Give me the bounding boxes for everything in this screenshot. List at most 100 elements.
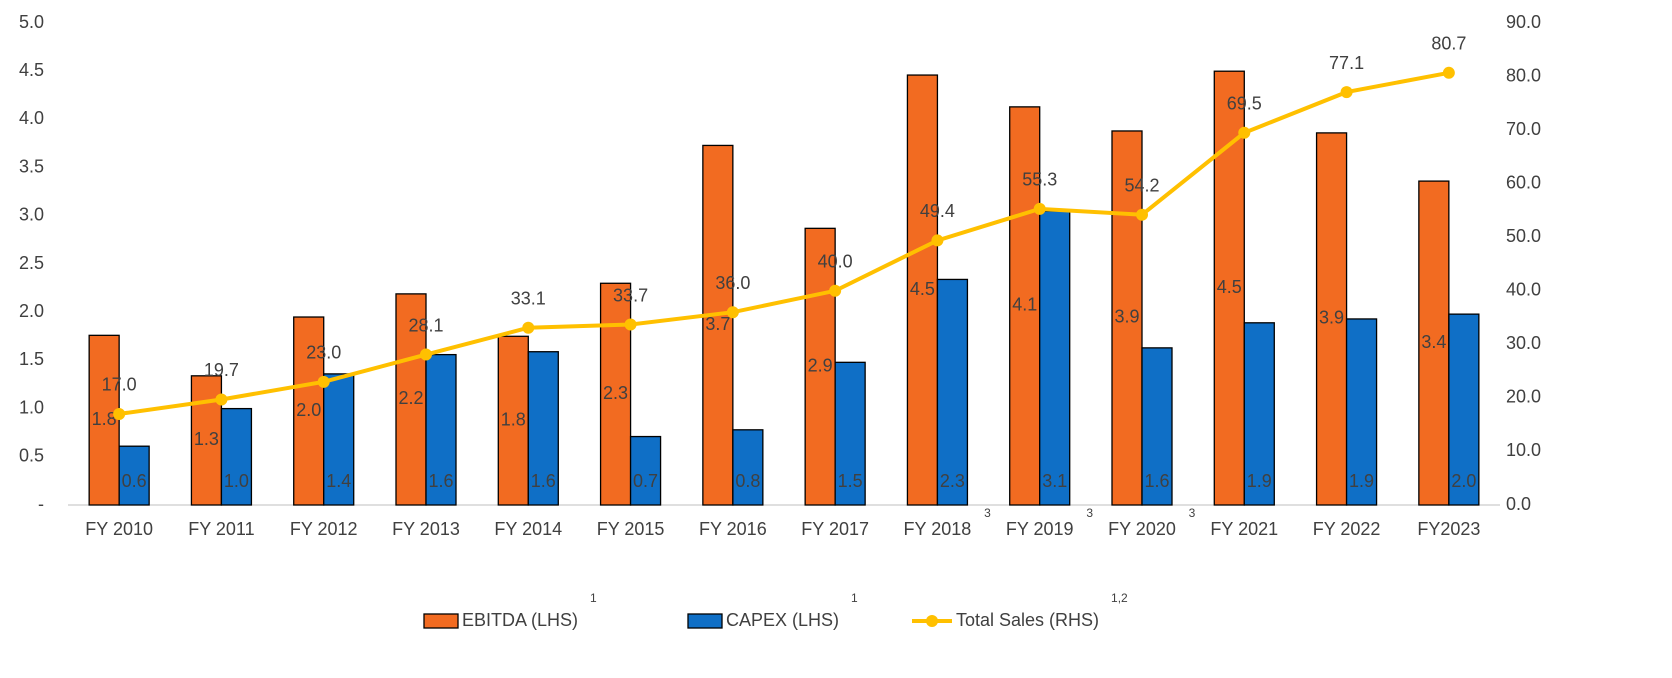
data-label: 0.8 xyxy=(735,471,760,491)
y-tick-label: 0.5 xyxy=(19,446,44,466)
data-label: 17.0 xyxy=(102,375,137,395)
x-tick-label: FY2023 xyxy=(1417,519,1480,539)
data-label: 33.1 xyxy=(511,288,546,308)
data-label: 1.9 xyxy=(1349,471,1374,491)
line-marker xyxy=(522,322,534,334)
data-label: 2.0 xyxy=(1451,471,1476,491)
bar xyxy=(733,430,763,505)
line-marker xyxy=(1238,127,1250,139)
data-label: 40.0 xyxy=(818,252,853,272)
line-marker xyxy=(318,376,330,388)
data-label: 1.8 xyxy=(501,409,526,429)
data-label: 1.6 xyxy=(428,471,453,491)
data-label: 1.3 xyxy=(194,429,219,449)
x-tick-label: FY 2017 xyxy=(801,519,869,539)
y2-tick-label: 60.0 xyxy=(1506,172,1541,192)
y2-tick-label: 40.0 xyxy=(1506,280,1541,300)
data-label: 4.1 xyxy=(1012,295,1037,315)
data-label: 1.0 xyxy=(224,471,249,491)
data-label: 3.4 xyxy=(1421,332,1446,352)
line-marker xyxy=(1034,203,1046,215)
category-note: 3 xyxy=(1189,506,1196,520)
legend-swatch xyxy=(424,614,458,628)
legend-label: Total Sales (RHS) xyxy=(956,610,1099,630)
x-tick-label: FY 2012 xyxy=(290,519,358,539)
line-marker xyxy=(1341,86,1353,98)
data-label: 36.0 xyxy=(715,273,750,293)
data-label: 2.3 xyxy=(940,471,965,491)
y2-tick-label: 0.0 xyxy=(1506,494,1531,514)
line-marker xyxy=(727,306,739,318)
data-label: 1.6 xyxy=(1144,471,1169,491)
data-label: 0.6 xyxy=(122,471,147,491)
y-tick-label: 1.0 xyxy=(19,397,44,417)
category-note: 3 xyxy=(1086,506,1093,520)
y-tick-label: 1.5 xyxy=(19,349,44,369)
legend-note: 1,2 xyxy=(1111,591,1128,605)
data-label: 3.1 xyxy=(1042,471,1067,491)
data-label: 2.0 xyxy=(296,400,321,420)
data-label: 54.2 xyxy=(1124,175,1159,195)
data-label: 80.7 xyxy=(1431,34,1466,54)
data-label: 23.0 xyxy=(306,343,341,363)
data-label: 77.1 xyxy=(1329,53,1364,73)
x-tick-label: FY 2014 xyxy=(494,519,562,539)
data-label: 19.7 xyxy=(204,360,239,380)
line-marker xyxy=(215,393,227,405)
data-label: 2.3 xyxy=(603,383,628,403)
y2-tick-label: 10.0 xyxy=(1506,440,1541,460)
data-label: 4.5 xyxy=(910,279,935,299)
line-marker xyxy=(931,234,943,246)
data-label: 3.9 xyxy=(1114,307,1139,327)
legend-label: CAPEX (LHS) xyxy=(726,610,839,630)
y2-tick-label: 70.0 xyxy=(1506,119,1541,139)
chart: - 0.5 1.0 1.5 2.0 2.5 3.0 3.5 4.0 4.5 5.0 0.0 10.0 20… xyxy=(0,0,1672,673)
data-label: 1.8 xyxy=(92,409,117,429)
data-label: 3.9 xyxy=(1319,308,1344,328)
x-tick-label: FY 2021 xyxy=(1210,519,1278,539)
data-label: 33.7 xyxy=(613,285,648,305)
legend-note: 1 xyxy=(590,591,597,605)
x-tick-label: FY 2016 xyxy=(699,519,767,539)
data-label: 2.9 xyxy=(808,355,833,375)
legend-label: EBITDA (LHS) xyxy=(462,610,578,630)
category-note: 3 xyxy=(984,506,991,520)
x-tick-label: FY 2019 xyxy=(1006,519,1074,539)
line-marker xyxy=(625,319,637,331)
y-tick-label: - xyxy=(38,494,44,514)
y-tick-label: 2.5 xyxy=(19,253,44,273)
y2-tick-label: 50.0 xyxy=(1506,226,1541,246)
x-tick-label: FY 2015 xyxy=(597,519,665,539)
data-label: 49.4 xyxy=(920,201,955,221)
line-marker xyxy=(420,349,432,361)
data-label: 69.5 xyxy=(1227,94,1262,114)
y-tick-label: 4.5 xyxy=(19,60,44,80)
x-tick-label: FY 2022 xyxy=(1313,519,1381,539)
line-marker xyxy=(1136,209,1148,221)
legend-swatch xyxy=(688,614,722,628)
x-tick-label: FY 2013 xyxy=(392,519,460,539)
data-label: 1.5 xyxy=(838,471,863,491)
data-label: 0.7 xyxy=(633,471,658,491)
x-tick-label: FY 2018 xyxy=(904,519,972,539)
data-label: 2.2 xyxy=(398,388,423,408)
data-label: 1.6 xyxy=(531,471,556,491)
y-tick-label: 4.0 xyxy=(19,108,44,128)
y2-tick-label: 20.0 xyxy=(1506,387,1541,407)
x-tick-label: FY 2010 xyxy=(85,519,153,539)
line-marker xyxy=(829,285,841,297)
data-label: 1.4 xyxy=(326,471,351,491)
x-tick-label: FY 2011 xyxy=(188,519,254,539)
y2-tick-label: 30.0 xyxy=(1506,333,1541,353)
y-tick-label: 2.0 xyxy=(19,301,44,321)
data-label: 28.1 xyxy=(408,315,443,335)
y-tick-label: 3.5 xyxy=(19,156,44,176)
legend-note: 1 xyxy=(851,591,858,605)
line-marker xyxy=(1443,67,1455,79)
y-tick-label: 3.0 xyxy=(19,205,44,225)
bar xyxy=(1040,211,1070,505)
y2-tick-label: 90.0 xyxy=(1506,12,1541,32)
x-tick-label: FY 2020 xyxy=(1108,519,1176,539)
line-marker xyxy=(113,408,125,420)
y-tick-label: 5.0 xyxy=(19,12,44,32)
